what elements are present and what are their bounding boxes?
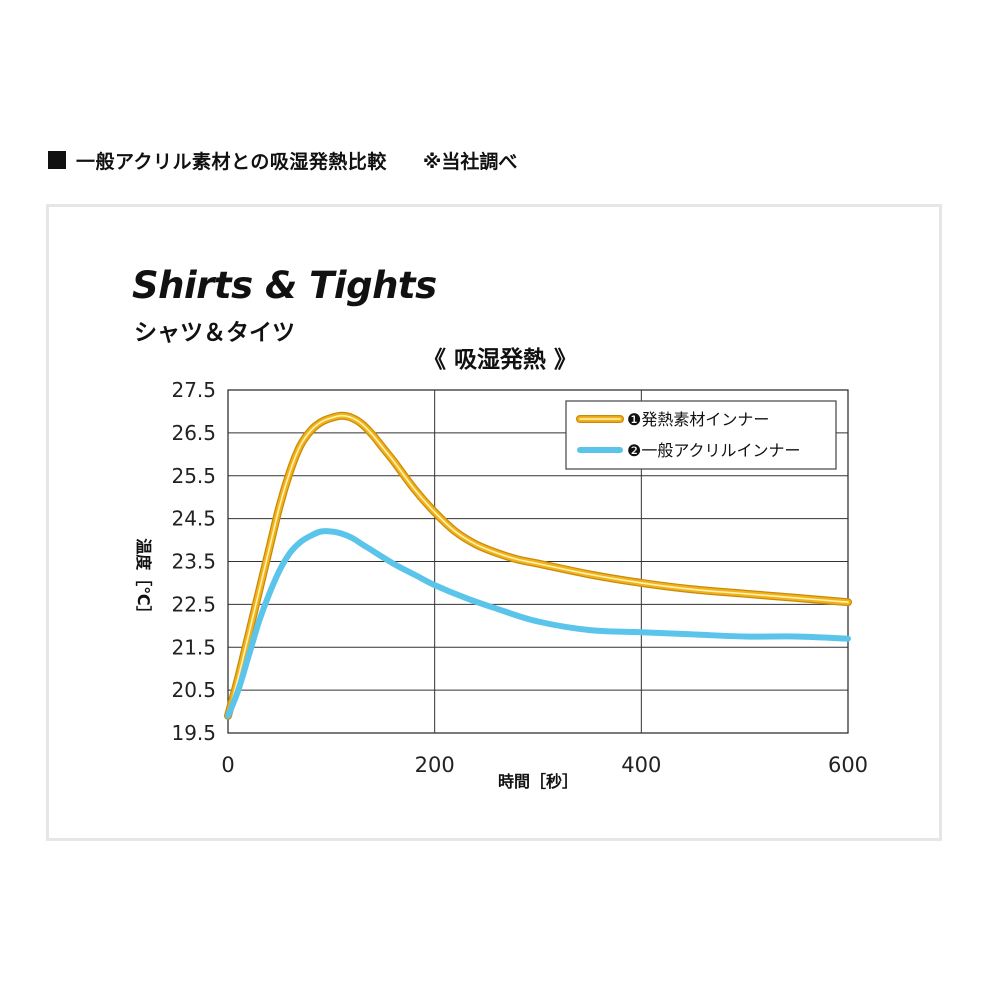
series-line-acrylic: [225, 528, 851, 719]
x-tick-label: 400: [621, 753, 661, 777]
chart-title: Shirts & Tights: [132, 264, 437, 307]
y-tick-label: 21.5: [171, 635, 216, 659]
y-tick-label: 20.5: [171, 678, 216, 702]
x-tick-label: 0: [221, 753, 234, 777]
source-note: ※当社調べ: [422, 150, 518, 173]
x-axis-label: 時間［秒］: [498, 772, 578, 791]
y-tick-label: 23.5: [171, 550, 216, 574]
y-axis-label: 温度［℃］: [134, 537, 153, 621]
series-line-highlight: [227, 414, 849, 717]
x-tick-label: 200: [415, 753, 455, 777]
legend-box: [565, 400, 837, 470]
y-tick-label: 27.5: [171, 378, 216, 402]
legend-label: ❷一般アクリルインナー: [627, 441, 801, 460]
x-tick-label: 600: [828, 753, 868, 777]
y-tick-label: 26.5: [171, 421, 216, 445]
legend-label: ❶発熱素材インナー: [627, 410, 769, 429]
y-tick-label: 22.5: [171, 592, 216, 616]
y-tick-label: 25.5: [171, 464, 216, 488]
section-header: 一般アクリル素材との吸湿発熱比較 ※当社調べ: [48, 146, 517, 174]
chart-subtitle: シャツ＆タイツ: [134, 320, 295, 346]
section-title: 一般アクリル素材との吸湿発熱比較: [76, 150, 387, 173]
y-tick-label: 24.5: [171, 507, 216, 531]
y-tick-label: 19.5: [171, 721, 216, 745]
square-bullet-icon: [48, 151, 66, 169]
chart-heading: 《 吸湿発熱 》: [422, 347, 577, 373]
